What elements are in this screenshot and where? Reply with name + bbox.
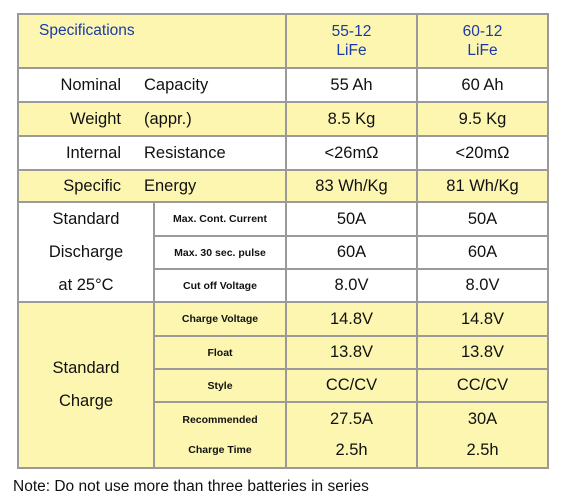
label-recommended-charge-time: Recommended Charge Time <box>155 403 285 467</box>
cell-style-55: CC/CV <box>287 370 416 401</box>
cell-charge-voltage-60: 14.8V <box>418 303 547 335</box>
cell-recommended-55: 27.5A 2.5h <box>287 403 416 467</box>
cell-cont-current-60: 50A <box>418 203 547 235</box>
header-model-55: 55-12 LiFe <box>287 15 416 67</box>
cell-weight-55: 8.5 Kg <box>287 103 416 135</box>
cell-energy-55: 83 Wh/Kg <box>287 171 416 201</box>
row-resistance-label: Internal Resistance <box>19 137 285 169</box>
value-charge-time-55: 2.5h <box>335 441 368 459</box>
label-weight: Weight <box>69 109 121 128</box>
label-charge-time: Charge Time <box>188 444 252 456</box>
cell-capacity-60: 60 Ah <box>418 69 547 101</box>
label-internal: Internal <box>65 143 121 162</box>
discharge-line1: Standard <box>52 209 120 228</box>
cell-weight-60: 9.5 Kg <box>418 103 547 135</box>
label-specific: Specific <box>63 176 121 195</box>
label-appr: (appr.) <box>144 109 192 128</box>
specifications-table: Specifications 55-12 LiFe 60-12 LiFe Nom… <box>17 13 549 469</box>
cell-float-60: 13.8V <box>418 337 547 368</box>
row-weight-label: Weight (appr.) <box>19 103 285 135</box>
model-60-line2: LiFe <box>467 42 498 59</box>
model-60-line1: 60-12 <box>462 23 503 40</box>
model-55-line1: 55-12 <box>331 23 372 40</box>
discharge-group-label: Standard Discharge at 25°C <box>19 203 153 301</box>
cell-style-60: CC/CV <box>418 370 547 401</box>
label-resistance: Resistance <box>144 143 226 162</box>
cell-resistance-55: <26mΩ <box>287 137 416 169</box>
row-energy-label: Specific Energy <box>19 171 285 201</box>
cell-cutoff-60: 8.0V <box>418 270 547 301</box>
series-note: Note: Do not use more than three batteri… <box>13 478 369 495</box>
label-float: Float <box>155 337 285 368</box>
row-nominal-capacity-label: Nominal Capacity <box>19 69 285 101</box>
label-cut-off-voltage: Cut off Voltage <box>155 270 285 301</box>
specifications-title: Specifications <box>39 22 135 39</box>
discharge-line2: Discharge <box>48 242 124 261</box>
cell-energy-60: 81 Wh/Kg <box>418 171 547 201</box>
label-style: Style <box>155 370 285 401</box>
model-55-line2: LiFe <box>336 42 367 59</box>
label-charge-voltage: Charge Voltage <box>155 303 285 335</box>
cell-charge-voltage-55: 14.8V <box>287 303 416 335</box>
value-charge-time-60: 2.5h <box>466 441 499 459</box>
cell-pulse-55: 60A <box>287 237 416 268</box>
label-nominal: Nominal <box>60 75 121 94</box>
header-model-60: 60-12 LiFe <box>418 15 547 67</box>
cell-pulse-60: 60A <box>418 237 547 268</box>
charge-line2: Charge <box>58 392 114 410</box>
cell-cont-current-55: 50A <box>287 203 416 235</box>
label-max-30-sec-pulse: Max. 30 sec. pulse <box>155 237 285 268</box>
cell-cutoff-55: 8.0V <box>287 270 416 301</box>
discharge-line3: at 25°C <box>58 275 114 294</box>
cell-float-55: 13.8V <box>287 337 416 368</box>
label-energy: Energy <box>144 176 197 195</box>
cell-resistance-60: <20mΩ <box>418 137 547 169</box>
charge-group-label: Standard Charge <box>19 303 153 467</box>
cell-recommended-60: 30A 2.5h <box>418 403 547 467</box>
cell-capacity-55: 55 Ah <box>287 69 416 101</box>
value-recommended-current-60: 30A <box>467 410 498 428</box>
label-max-cont-current: Max. Cont. Current <box>155 203 285 235</box>
label-recommended: Recommended <box>182 414 258 426</box>
value-recommended-current-55: 27.5A <box>329 410 374 428</box>
label-capacity: Capacity <box>144 75 209 94</box>
charge-line1: Standard <box>52 359 120 377</box>
header-specifications: Specifications <box>19 15 285 67</box>
